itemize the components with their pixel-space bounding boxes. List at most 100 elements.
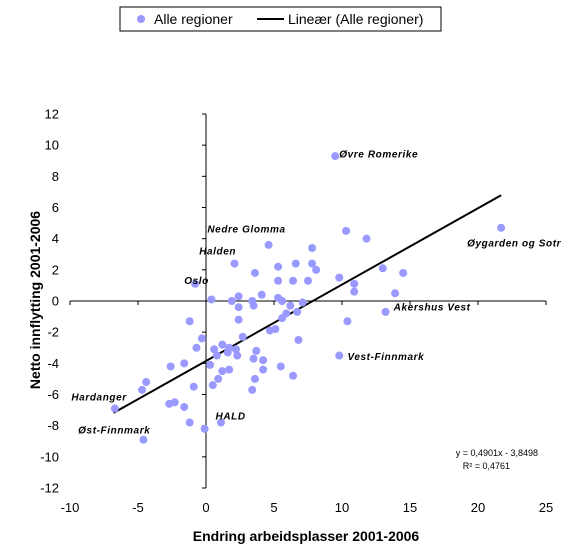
data-point xyxy=(335,352,343,360)
y-tick-label: 8 xyxy=(52,169,59,184)
x-tick-label: 20 xyxy=(471,500,485,515)
data-point xyxy=(213,352,221,360)
data-point xyxy=(139,436,147,444)
y-tick-label: -4 xyxy=(47,356,59,371)
data-point xyxy=(335,274,343,282)
data-point xyxy=(206,361,214,369)
y-tick-label: 6 xyxy=(52,200,59,215)
x-tick-label: 25 xyxy=(539,500,553,515)
data-point xyxy=(250,302,258,310)
x-tick-label: 10 xyxy=(335,500,349,515)
data-point xyxy=(138,386,146,394)
region-label: Øvre Romerike xyxy=(339,150,418,161)
data-point xyxy=(224,348,232,356)
data-point xyxy=(233,352,241,360)
data-point xyxy=(343,317,351,325)
data-point xyxy=(278,314,286,322)
data-point xyxy=(235,303,243,311)
data-point xyxy=(304,277,312,285)
region-label: Oslo xyxy=(184,276,209,287)
y-tick-label: 0 xyxy=(52,294,59,309)
x-tick-label: 5 xyxy=(270,500,277,515)
legend-label-points: Alle regioner xyxy=(154,11,233,27)
y-tick-label: 2 xyxy=(52,262,59,277)
region-label: Akershus Vest xyxy=(393,302,471,313)
data-point xyxy=(379,264,387,272)
region-label: Øygarden og Sotra xyxy=(467,238,561,249)
data-point xyxy=(180,359,188,367)
data-point xyxy=(342,227,350,235)
x-axis-tick-labels: -10 -5 0 5 10 15 20 25 xyxy=(61,500,554,515)
data-point xyxy=(209,381,217,389)
data-point xyxy=(198,334,206,342)
data-point xyxy=(214,375,222,383)
data-point xyxy=(299,299,307,307)
region-label: Vest-Finnmark xyxy=(347,352,424,363)
region-label: HALD xyxy=(216,411,246,422)
data-point xyxy=(252,347,260,355)
data-point xyxy=(259,366,267,374)
data-point xyxy=(274,263,282,271)
data-point xyxy=(248,386,256,394)
data-point xyxy=(251,375,259,383)
data-point xyxy=(350,288,358,296)
data-point xyxy=(235,292,243,300)
data-point xyxy=(165,400,173,408)
x-tick-label: 15 xyxy=(403,500,417,515)
data-point xyxy=(277,362,285,370)
data-point xyxy=(259,356,267,364)
x-tick-label: -5 xyxy=(132,500,144,515)
y-tick-label: -10 xyxy=(40,449,59,464)
data-point xyxy=(293,308,301,316)
y-tick-label: -2 xyxy=(47,325,59,340)
data-point xyxy=(265,241,273,249)
data-point xyxy=(331,152,339,160)
region-label: Nedre Glomma xyxy=(207,224,285,235)
data-point xyxy=(192,344,200,352)
data-point xyxy=(239,333,247,341)
y-tick-label: -8 xyxy=(47,418,59,433)
data-point xyxy=(218,341,226,349)
data-point xyxy=(258,291,266,299)
data-point xyxy=(235,316,243,324)
y-tick-label: -12 xyxy=(40,481,59,496)
data-point xyxy=(274,277,282,285)
data-point xyxy=(231,260,239,268)
data-point xyxy=(225,366,233,374)
data-point xyxy=(251,269,259,277)
data-point xyxy=(250,355,258,363)
data-point xyxy=(289,372,297,380)
regression-r-squared: R² = 0,4761 xyxy=(463,461,510,471)
x-tick-label: -10 xyxy=(61,500,80,515)
x-tick-label: 0 xyxy=(202,500,209,515)
data-point xyxy=(382,308,390,316)
data-point xyxy=(186,317,194,325)
data-point xyxy=(167,362,175,370)
regression-equation: y = 0,4901x - 3,8498 xyxy=(456,448,538,458)
data-point xyxy=(312,266,320,274)
legend-marker-points xyxy=(137,15,145,23)
data-point xyxy=(391,289,399,297)
legend-label-trendline: Lineær (Alle regioner) xyxy=(288,11,423,27)
data-point xyxy=(207,295,215,303)
data-point xyxy=(190,383,198,391)
data-point xyxy=(292,260,300,268)
data-point xyxy=(399,269,407,277)
data-point xyxy=(286,302,294,310)
data-point xyxy=(228,297,236,305)
region-label: Øst-Finnmark xyxy=(78,425,150,436)
data-point xyxy=(180,403,188,411)
data-point xyxy=(294,336,302,344)
data-point xyxy=(271,325,279,333)
data-point xyxy=(218,367,226,375)
y-tick-label: 12 xyxy=(45,107,59,122)
annotations: Øvre Romerike Nedre Glomma Halden Oslo Øygar… xyxy=(71,150,561,437)
data-point xyxy=(350,280,358,288)
y-tick-label: 4 xyxy=(52,231,59,246)
y-axis-tick-labels: -12 -10 -8 -6 -4 -2 0 2 4 6 8 10 12 xyxy=(40,107,59,496)
data-point xyxy=(201,425,209,433)
x-axis-title: Endring arbeidsplasser 2001-2006 xyxy=(193,528,420,544)
y-tick-label: 10 xyxy=(45,138,59,153)
region-label: Halden xyxy=(199,246,236,257)
